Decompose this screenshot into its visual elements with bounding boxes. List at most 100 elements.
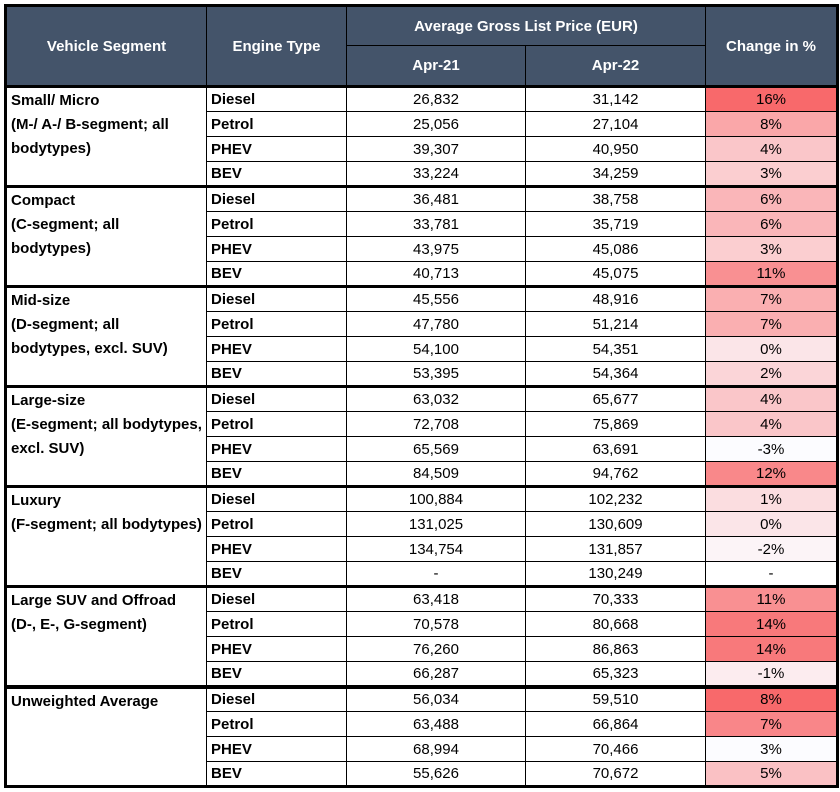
change-percent-cell: 12% (705, 461, 839, 487)
table-row: Unweighted Average Diesel 56,034 59,510 8% (5, 684, 839, 787)
apr22-price-cell: 86,863 (524, 636, 707, 662)
table-row: BEV 40,713 45,075 11% (6, 261, 839, 287)
change-percent-cell: 11% (705, 585, 839, 612)
table-row: Petrol 25,056 27,104 8% (6, 111, 839, 137)
engine-type-cell: Petrol (206, 511, 347, 537)
apr22-price-cell: 70,333 (524, 585, 707, 612)
segment-cell: Small/ Micro (M-/ A-/ B-segment; all body… (5, 86, 207, 187)
apr21-price-cell: 26,832 (346, 86, 526, 112)
table-row: Large SUV and Offroad (D-, E-, G-segment)… (5, 585, 839, 687)
engine-type-cell: PHEV (206, 436, 347, 462)
change-percent-cell: 11% (705, 261, 839, 287)
change-percent-cell: 14% (705, 636, 839, 662)
apr22-price-cell: 40,950 (524, 136, 707, 162)
segment-name: Large-size (11, 392, 86, 409)
apr21-price-cell: 25,056 (346, 111, 526, 137)
apr21-price-cell: 39,307 (346, 136, 526, 162)
segment-name: Unweighted Average (11, 692, 159, 710)
header-apr-21: Apr-21 (346, 45, 526, 87)
apr22-price-cell: 131,857 (524, 536, 707, 562)
header-vehicle-segment: Vehicle Segment (5, 5, 207, 87)
engine-type-cell: PHEV (206, 736, 347, 762)
apr22-price-cell: 130,249 (524, 561, 707, 587)
table-row: Luxury (F-segment; all bodytypes) Diesel 10… (5, 485, 839, 587)
segment-name: Small/ Micro (11, 92, 100, 109)
apr21-price-cell: 40,713 (346, 261, 526, 287)
apr21-price-cell: 56,034 (346, 684, 526, 712)
apr21-price-cell: 36,481 (346, 185, 526, 212)
change-percent-cell: 3% (705, 161, 839, 187)
apr21-price-cell: 47,780 (346, 311, 526, 337)
apr22-price-cell: 94,762 (524, 461, 707, 487)
engine-type-cell: PHEV (206, 236, 347, 262)
change-percent-cell: 3% (705, 736, 839, 762)
engine-type-cell: BEV (206, 561, 347, 587)
engine-type-cell: BEV (206, 361, 347, 387)
change-percent-cell: 8% (705, 684, 839, 712)
table-row: Small/ Micro (M-/ A-/ B-segment; all body… (5, 86, 839, 187)
apr22-price-cell: 102,232 (524, 485, 707, 512)
change-percent-cell: -3% (705, 436, 839, 462)
apr22-price-cell: 54,364 (524, 361, 707, 387)
engine-type-cell: PHEV (206, 336, 347, 362)
change-percent-cell: 1% (705, 485, 839, 512)
apr21-price-cell: 68,994 (346, 736, 526, 762)
apr21-price-cell: 63,488 (346, 711, 526, 737)
apr21-price-cell: 131,025 (346, 511, 526, 537)
table-body: Small/ Micro (M-/ A-/ B-segment; all body… (5, 86, 839, 787)
apr22-price-cell: 27,104 (524, 111, 707, 137)
table-row: PHEV 134,754 131,857 -2% (6, 536, 839, 562)
apr21-price-cell: 33,781 (346, 211, 526, 237)
table-row: Petrol 47,780 51,214 7% (6, 311, 839, 337)
apr22-price-cell: 48,916 (524, 285, 707, 312)
change-percent-cell: 16% (705, 86, 839, 112)
engine-type-cell: Diesel (206, 285, 347, 312)
segment-cell: Large SUV and Offroad (D-, E-, G-segment) (5, 585, 207, 687)
engine-type-cell: PHEV (206, 636, 347, 662)
change-percent-cell: 2% (705, 361, 839, 387)
change-percent-cell: 7% (705, 711, 839, 737)
apr22-price-cell: 51,214 (524, 311, 707, 337)
apr22-price-cell: 65,677 (524, 385, 707, 412)
engine-type-cell: Diesel (206, 86, 347, 112)
engine-type-cell: Diesel (206, 385, 347, 412)
engine-type-cell: Petrol (206, 411, 347, 437)
apr21-price-cell: 63,032 (346, 385, 526, 412)
change-percent-cell: 8% (705, 111, 839, 137)
apr22-price-cell: 45,075 (524, 261, 707, 287)
change-percent-cell: 3% (705, 236, 839, 262)
engine-type-cell: BEV (206, 261, 347, 287)
change-percent-cell: 7% (705, 285, 839, 312)
engine-type-cell: Diesel (206, 185, 347, 212)
header-apr-22: Apr-22 (524, 45, 707, 87)
apr22-price-cell: 70,672 (524, 761, 707, 787)
change-percent-cell: -1% (705, 661, 839, 687)
header-engine-type: Engine Type (206, 5, 347, 87)
apr22-price-cell: 59,510 (524, 684, 707, 712)
engine-type-cell: Petrol (206, 211, 347, 237)
apr22-price-cell: 130,609 (524, 511, 707, 537)
apr21-price-cell: 54,100 (346, 336, 526, 362)
segment-detail: (C-segment; all bodytypes) (11, 216, 120, 257)
table-row: BEV 66,287 65,323 -1% (6, 661, 839, 687)
apr21-price-cell: 55,626 (346, 761, 526, 787)
apr21-price-cell: 100,884 (346, 485, 526, 512)
change-percent-cell: 6% (705, 211, 839, 237)
segment-cell: Large-size (E-segment; all bodytypes, exc… (5, 385, 207, 487)
segment-detail: (F-segment; all bodytypes) (11, 516, 202, 533)
vehicle-price-table: Vehicle Segment Engine Type Average Gros… (4, 4, 840, 788)
apr21-price-cell: 65,569 (346, 436, 526, 462)
change-percent-cell: 5% (705, 761, 839, 787)
table-row: PHEV 54,100 54,351 0% (6, 336, 839, 362)
table-row: PHEV 76,260 86,863 14% (6, 636, 839, 662)
engine-type-cell: BEV (206, 761, 347, 787)
segment-detail: (D-, E-, G-segment) (11, 616, 147, 633)
apr22-price-cell: 70,466 (524, 736, 707, 762)
table-row: BEV 33,224 34,259 3% (6, 161, 839, 187)
engine-type-cell: PHEV (206, 136, 347, 162)
change-percent-cell: 4% (705, 411, 839, 437)
segment-name: Mid-size (11, 292, 71, 309)
apr22-price-cell: 34,259 (524, 161, 707, 187)
apr22-price-cell: 66,864 (524, 711, 707, 737)
engine-type-cell: BEV (206, 161, 347, 187)
